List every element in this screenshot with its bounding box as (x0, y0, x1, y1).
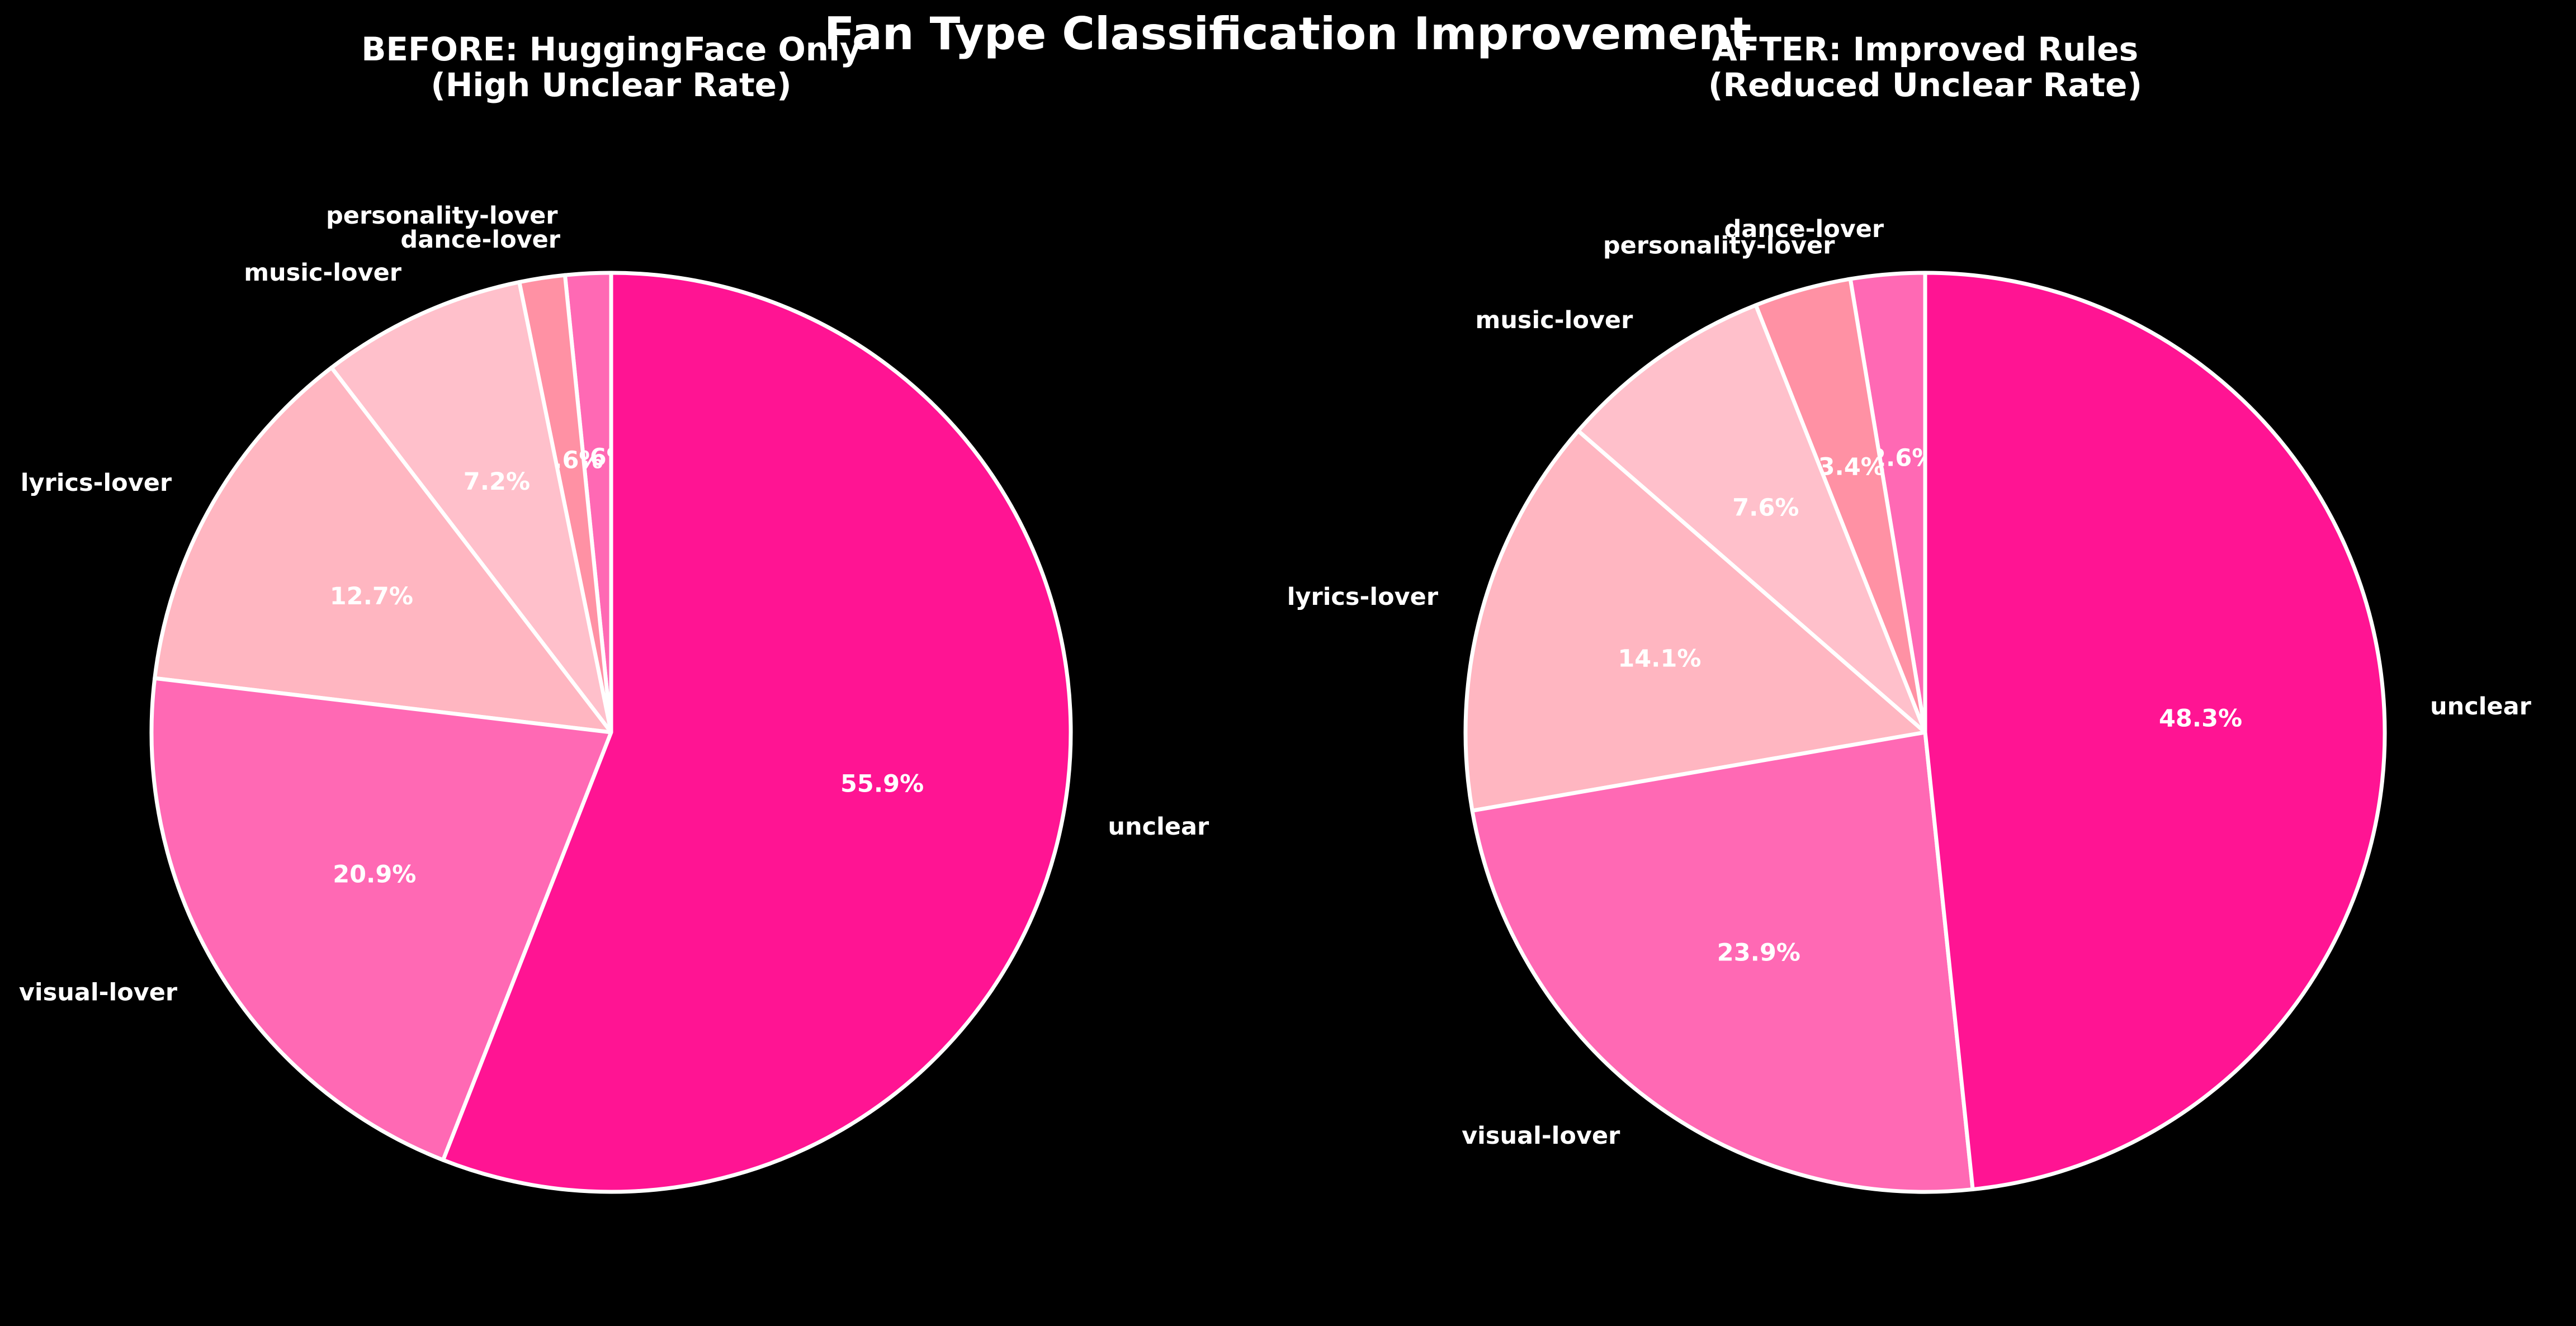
pie-slice-visual-lover (149, 676, 613, 1162)
pie-title-line: (Reduced Unclear Rate) (1708, 66, 2142, 104)
pie-title-line: BEFORE: HuggingFace Only (361, 30, 861, 68)
slice-label-dance-lover: dance-lover (1724, 215, 1884, 243)
slice-label-personality-lover: personality-lover (1603, 232, 1835, 260)
pie-title-line: AFTER: Improved Rules (1712, 30, 2138, 68)
slice-percent-unclear: 48.3% (2159, 704, 2242, 732)
pie-chart-after: AFTER: Improved Rules(Reduced Unclear Ra… (1287, 30, 2532, 1194)
slice-label-unclear: unclear (2430, 693, 2532, 721)
slice-label-visual-lover: visual-lover (1462, 1122, 1620, 1150)
slice-percent-unclear: 55.9% (840, 770, 924, 798)
slice-percent-music-lover: 7.2% (464, 468, 530, 496)
figure-title: Fan Type Classification Improvement (824, 8, 1751, 60)
pie-slice-unclear (441, 271, 1073, 1194)
pie-slice-visual-lover (1470, 730, 1975, 1194)
slice-label-lyrics-lover: lyrics-lover (21, 469, 172, 497)
slice-label-personality-lover: personality-lover (326, 202, 558, 230)
slice-percent-visual-lover: 20.9% (333, 860, 416, 888)
slice-percent-lyrics-lover: 12.7% (330, 583, 413, 610)
slice-label-unclear: unclear (1108, 813, 1209, 841)
pie-chart-before: BEFORE: HuggingFace Only(High Unclear Ra… (19, 30, 1209, 1194)
pie-slice-lyrics-lover (153, 366, 613, 735)
slice-label-music-lover: music-lover (1476, 306, 1634, 334)
slice-percent-personality-lover: 3.4% (1818, 453, 1885, 481)
slice-percent-music-lover: 7.6% (1732, 494, 1799, 522)
slice-percent-lyrics-lover: 14.1% (1618, 645, 1701, 673)
slice-label-dance-lover: dance-lover (400, 226, 560, 254)
slice-percent-visual-lover: 23.9% (1717, 939, 1800, 967)
pie-title-line: (High Unclear Rate) (431, 66, 791, 104)
slice-label-visual-lover: visual-lover (19, 978, 178, 1006)
pie-slice-unclear (1923, 271, 2387, 1192)
pie-slice-music-lover (329, 280, 613, 735)
pie-charts: BEFORE: HuggingFace Only(High Unclear Ra… (19, 30, 2532, 1194)
slice-label-lyrics-lover: lyrics-lover (1287, 583, 1439, 611)
pie-slice-music-lover (1576, 303, 1927, 735)
slice-label-music-lover: music-lover (244, 259, 402, 287)
pie-slice-lyrics-lover (1463, 429, 1927, 813)
